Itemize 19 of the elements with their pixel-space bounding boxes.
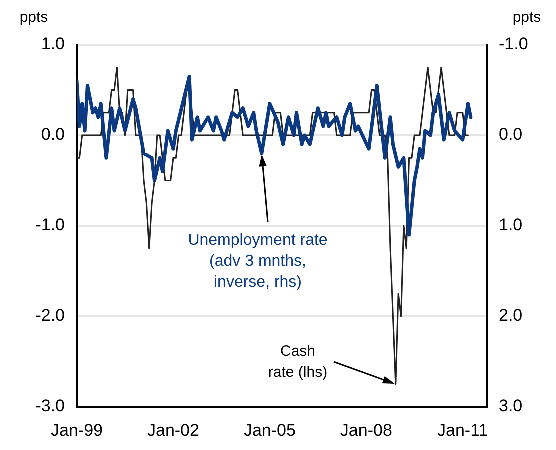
x-tick-label: Jan-99	[51, 420, 103, 440]
y-tick-label: -3.0	[36, 396, 65, 416]
annotation: Cash rate (lhs)	[268, 343, 328, 381]
x-tick-label: Jan-11	[438, 420, 488, 440]
x-tick-label: Jan-08	[340, 420, 392, 440]
y2-axis-title: ppts	[512, 9, 542, 26]
y-tick-label: 1.0	[41, 34, 65, 54]
y-tick-label: 0.0	[41, 125, 65, 144]
x-tick-label: Jan-05	[244, 420, 296, 440]
y-tick-label: -2.0	[36, 306, 65, 326]
y-axis-title: ppts	[20, 9, 48, 26]
y2-tick-label: 1.0	[499, 216, 523, 235]
y-tick-label: -1.0	[36, 216, 65, 235]
x-tick-label: Jan-02	[147, 420, 200, 440]
y2-tick-label: -1.0	[499, 34, 528, 54]
y2-tick-label: 3.0	[499, 396, 523, 416]
annotation: Unemployment rate (adv 3 mnths, inverse, rhs)	[188, 232, 328, 291]
y2-tick-label: 2.0	[499, 306, 523, 326]
y2-tick-label: 0.0	[499, 125, 523, 144]
